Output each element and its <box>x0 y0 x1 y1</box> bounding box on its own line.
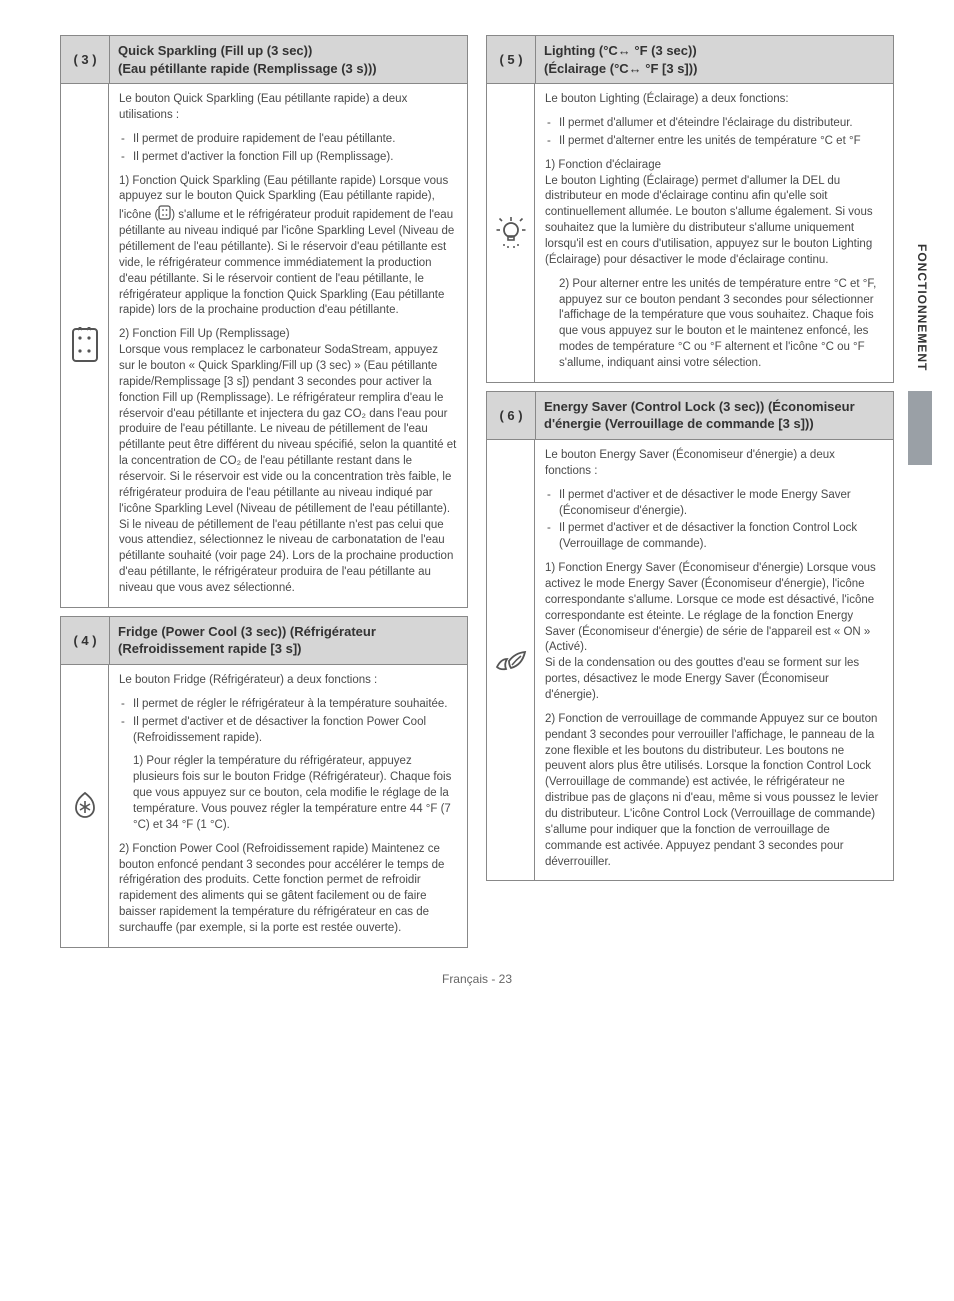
page-footer: Français - 23 <box>60 972 894 986</box>
s3-bullet-2: Il permet d'activer la fonction Fill up … <box>133 150 457 166</box>
lightbulb-icon <box>487 84 535 382</box>
s3-p2b: ) s'allume et le réfrigérateur produit r… <box>119 209 454 316</box>
section-5-text: Le bouton Lighting (Éclairage) a deux fo… <box>535 84 893 382</box>
section-4-header: ( 4 ) Fridge (Power Cool (3 sec)) (Réfri… <box>61 617 467 665</box>
side-tab-label: FONCTIONNEMENT <box>908 225 932 391</box>
section-3-title: Quick Sparkling (Fill up (3 sec)) (Eau p… <box>110 36 467 83</box>
section-5-body: Le bouton Lighting (Éclairage) a deux fo… <box>487 84 893 382</box>
right-column: ( 5 ) Lighting (°C↔ °F (3 sec)) (Éclaira… <box>486 35 894 956</box>
s3-function-1: 1) Fonction Quick Sparkling (Eau pétilla… <box>119 174 457 320</box>
section-3-body: Le bouton Quick Sparkling (Eau pétillant… <box>61 84 467 607</box>
sparkling-icon <box>61 84 109 607</box>
s3-intro: Le bouton Quick Sparkling (Eau pétillant… <box>119 92 457 124</box>
section-6-body: Le bouton Energy Saver (Économiseur d'én… <box>487 440 893 880</box>
section-3-header: ( 3 ) Quick Sparkling (Fill up (3 sec)) … <box>61 36 467 84</box>
section-6-title: Energy Saver (Control Lock (3 sec)) (Éco… <box>536 392 893 439</box>
s5-function-2: 2) Pour alterner entre les unités de tem… <box>545 277 883 372</box>
s6-bullet-1: Il permet d'activer et de désactiver le … <box>559 488 883 520</box>
section-5: ( 5 ) Lighting (°C↔ °F (3 sec)) (Éclaira… <box>486 35 894 383</box>
section-4-title: Fridge (Power Cool (3 sec)) (Réfrigérate… <box>110 617 467 664</box>
section-6-number: ( 6 ) <box>487 392 536 439</box>
section-4-body: Le bouton Fridge (Réfrigérateur) a deux … <box>61 665 467 947</box>
s6-function-2: 2) Fonction de verrouillage de commande … <box>545 712 883 871</box>
s6-bullets: Il permet d'activer et de désactiver le … <box>545 488 883 553</box>
s4-function-2: 2) Fonction Power Cool (Refroidissement … <box>119 842 457 937</box>
energy-saver-icon <box>487 440 535 880</box>
s4-bullets: Il permet de régler le réfrigérateur à l… <box>119 697 457 747</box>
s3-bullets: Il permet de produire rapidement de l'ea… <box>119 132 457 166</box>
s6-function-1: 1) Fonction Energy Saver (Économiseur d'… <box>545 561 883 704</box>
page: ( 3 ) Quick Sparkling (Fill up (3 sec)) … <box>0 0 954 1011</box>
section-4: ( 4 ) Fridge (Power Cool (3 sec)) (Réfri… <box>60 616 468 948</box>
s4-intro: Le bouton Fridge (Réfrigérateur) a deux … <box>119 673 457 689</box>
section-6-header: ( 6 ) Energy Saver (Control Lock (3 sec)… <box>487 392 893 440</box>
s3-function-2: 2) Fonction Fill Up (Remplissage) Lorsqu… <box>119 327 457 597</box>
section-3-number: ( 3 ) <box>61 36 110 83</box>
section-3-text: Le bouton Quick Sparkling (Eau pétillant… <box>109 84 467 607</box>
side-tab-bar <box>908 391 932 465</box>
section-5-title: Lighting (°C↔ °F (3 sec)) (Éclairage (°C… <box>536 36 893 83</box>
left-column: ( 3 ) Quick Sparkling (Fill up (3 sec)) … <box>60 35 468 956</box>
section-3: ( 3 ) Quick Sparkling (Fill up (3 sec)) … <box>60 35 468 608</box>
section-4-text: Le bouton Fridge (Réfrigérateur) a deux … <box>109 665 467 947</box>
s6-intro: Le bouton Energy Saver (Économiseur d'én… <box>545 448 883 480</box>
snowflake-icon <box>61 665 109 947</box>
section-5-number: ( 5 ) <box>487 36 536 83</box>
section-6-text: Le bouton Energy Saver (Économiseur d'én… <box>535 440 893 880</box>
s5-intro: Le bouton Lighting (Éclairage) a deux fo… <box>545 92 883 108</box>
two-column-layout: ( 3 ) Quick Sparkling (Fill up (3 sec)) … <box>60 35 894 956</box>
section-6: ( 6 ) Energy Saver (Control Lock (3 sec)… <box>486 391 894 882</box>
section-5-header: ( 5 ) Lighting (°C↔ °F (3 sec)) (Éclaira… <box>487 36 893 84</box>
s4-bullet-1: Il permet de régler le réfrigérateur à l… <box>133 697 457 713</box>
side-tab: FONCTIONNEMENT <box>908 225 932 465</box>
s5-bullets: Il permet d'allumer et d'éteindre l'écla… <box>545 116 883 150</box>
section-4-number: ( 4 ) <box>61 617 110 664</box>
s5-function-1: 1) Fonction d'éclairage Le bouton Lighti… <box>545 158 883 269</box>
s6-bullet-2: Il permet d'activer et de désactiver la … <box>559 521 883 553</box>
s3-bullet-1: Il permet de produire rapidement de l'ea… <box>133 132 457 148</box>
s5-bullet-1: Il permet d'allumer et d'éteindre l'écla… <box>559 116 883 132</box>
s4-bullet-2: Il permet d'activer et de désactiver la … <box>133 715 457 747</box>
s5-bullet-2: Il permet d'alterner entre les unités de… <box>559 134 883 150</box>
s4-function-1: 1) Pour régler la température du réfrigé… <box>119 754 457 833</box>
